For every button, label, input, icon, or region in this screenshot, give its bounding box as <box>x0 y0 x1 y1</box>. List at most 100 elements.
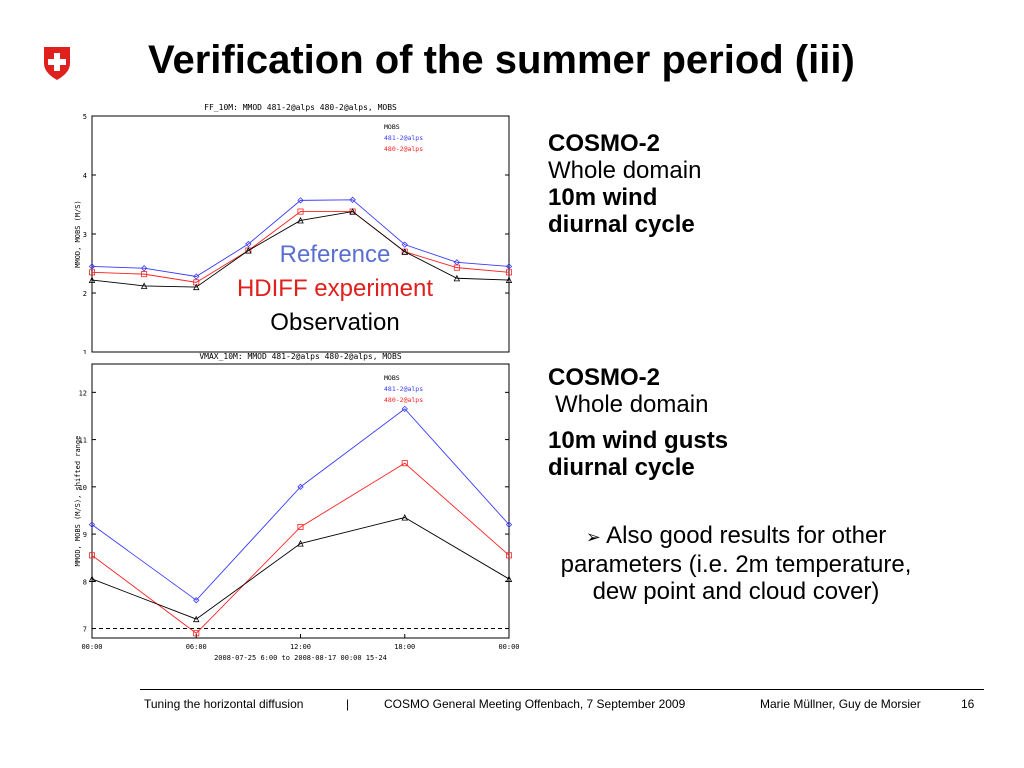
x-tick-label: 18:00 <box>394 643 415 651</box>
point-square <box>505 552 512 559</box>
y-tick-label: 8 <box>83 578 87 586</box>
point-square <box>88 269 95 276</box>
y-tick-label: 1 <box>83 349 87 354</box>
footer-right: Marie Müllner, Guy de Morsier <box>760 697 921 711</box>
y-tick-label: 5 <box>83 113 87 121</box>
point-triangle <box>401 514 408 521</box>
y-tick-label: 10 <box>79 484 87 492</box>
block1-domain: Whole domain <box>548 157 702 184</box>
block1-model: COSMO-2 <box>548 130 661 157</box>
point-diamond <box>401 241 408 248</box>
y-tick-label: 9 <box>83 531 87 539</box>
slide-title: Verification of the summer period (iii) <box>148 38 855 82</box>
series-line-481-2@alps <box>91 199 510 277</box>
chart-title: FF_10M: MMOD 481-2@alps 480-2@alps, MOBS <box>204 103 397 112</box>
point-diamond <box>297 483 304 490</box>
block1-cycle: diurnal cycle <box>548 211 695 238</box>
bullet-item: ➢ Also good results for other parameters… <box>548 522 924 605</box>
point-square <box>505 269 512 276</box>
block2-domain: Whole domain <box>555 391 709 418</box>
point-square <box>401 460 408 467</box>
y-axis-label: MMOD, MOBS (M/S) <box>74 200 82 267</box>
point-triangle <box>140 282 148 289</box>
series-line-MOBS <box>91 517 510 620</box>
point-triangle <box>245 247 252 254</box>
legend-entry: 480-2@alps <box>384 145 423 153</box>
legend-entry: 480-2@alps <box>384 396 423 404</box>
point-triangle <box>505 276 513 284</box>
point-diamond <box>505 263 513 270</box>
y-tick-label: 3 <box>83 231 87 239</box>
point-triangle <box>349 208 356 215</box>
footer-left: Tuning the horizontal diffusion <box>144 697 304 711</box>
bullet-arrow-icon: ➢ <box>585 527 601 548</box>
point-square <box>453 264 460 271</box>
legend-reference: Reference <box>279 241 391 268</box>
point-square <box>141 271 148 278</box>
y-tick-label: 12 <box>79 389 87 397</box>
point-diamond <box>193 597 200 604</box>
point-triangle <box>88 575 96 582</box>
chart-wind-gusts: VMAX_10M: MMOD 481-2@alps 480-2@alps, MO… <box>66 350 521 672</box>
chart-wind-10m-plot: FF_10M: MMOD 481-2@alps 480-2@alps, MOBS… <box>74 103 513 354</box>
x-tick-label: 00:00 <box>498 643 519 651</box>
legend-entry: 481-2@alps <box>384 134 423 142</box>
block1-variable: 10m wind <box>548 184 658 211</box>
y-tick-label: 2 <box>83 290 87 298</box>
point-triangle <box>88 276 96 284</box>
bullet-text: Also good results for other parameters (… <box>560 522 912 605</box>
series-legend-overlay: Reference HDIFF experiment Observation <box>196 238 474 340</box>
point-diamond <box>349 196 356 203</box>
point-triangle <box>193 615 200 623</box>
legend-observation: Observation <box>270 309 400 336</box>
y-axis-label: MMOD, MOBS (M/S), shifted range <box>74 436 82 567</box>
point-diamond <box>245 240 252 248</box>
legend-entry: MOBS <box>384 374 400 382</box>
x-axis-label: 2008-07-25 6:00 to 2008-08-17 00:00 15-2… <box>214 654 387 662</box>
point-triangle <box>453 274 461 282</box>
plot-frame <box>91 363 510 639</box>
legend-entry: 481-2@alps <box>384 385 423 393</box>
point-diamond <box>297 197 304 204</box>
description-block-1: COSMO-2 Whole domain 10m wind diurnal cy… <box>548 130 701 238</box>
point-diamond <box>505 521 513 528</box>
y-tick-label: 4 <box>83 172 87 180</box>
legend-entry: MOBS <box>384 123 400 131</box>
footer-separator: | <box>346 697 350 711</box>
point-diamond <box>193 273 200 280</box>
series-line-481-2@alps <box>91 408 510 601</box>
point-triangle <box>401 248 408 255</box>
x-tick-label: 12:00 <box>290 643 311 651</box>
point-square <box>297 208 304 215</box>
footer-page-number: 16 <box>961 697 975 711</box>
cross-horizontal <box>48 59 66 65</box>
point-triangle <box>193 283 200 291</box>
chart-wind-gusts-plot: VMAX_10M: MMOD 481-2@alps 480-2@alps, MO… <box>74 352 520 662</box>
series-line-480-2@alps <box>91 462 510 634</box>
y-tick-label: 11 <box>79 437 87 445</box>
point-diamond <box>88 263 96 270</box>
point-square <box>88 552 95 559</box>
point-diamond <box>140 265 148 272</box>
point-triangle <box>297 540 304 547</box>
footer-divider <box>140 689 984 690</box>
description-block-2: COSMO-2 Whole domain 10m wind gusts diur… <box>548 364 728 481</box>
y-tick-label: 7 <box>83 626 87 634</box>
point-diamond <box>401 405 408 413</box>
point-square <box>297 523 304 530</box>
chart-wind-10m: FF_10M: MMOD 481-2@alps 480-2@alps, MOBS… <box>66 100 521 354</box>
point-triangle <box>297 216 304 224</box>
series-line-MOBS <box>91 211 510 288</box>
chart-title: VMAX_10M: MMOD 481-2@alps 480-2@alps, MO… <box>199 352 401 361</box>
point-diamond <box>88 521 96 528</box>
block2-cycle: diurnal cycle <box>548 454 695 481</box>
point-triangle <box>505 575 513 582</box>
block2-model: COSMO-2 <box>548 364 661 391</box>
x-tick-label: 06:00 <box>186 643 207 651</box>
series-line-480-2@alps <box>91 211 510 283</box>
swiss-shield-logo <box>44 47 70 80</box>
block2-variable: 10m wind gusts <box>548 427 729 454</box>
legend-hdiff: HDIFF experiment <box>236 275 434 302</box>
x-tick-label: 00:00 <box>81 643 102 651</box>
point-square <box>193 630 200 637</box>
